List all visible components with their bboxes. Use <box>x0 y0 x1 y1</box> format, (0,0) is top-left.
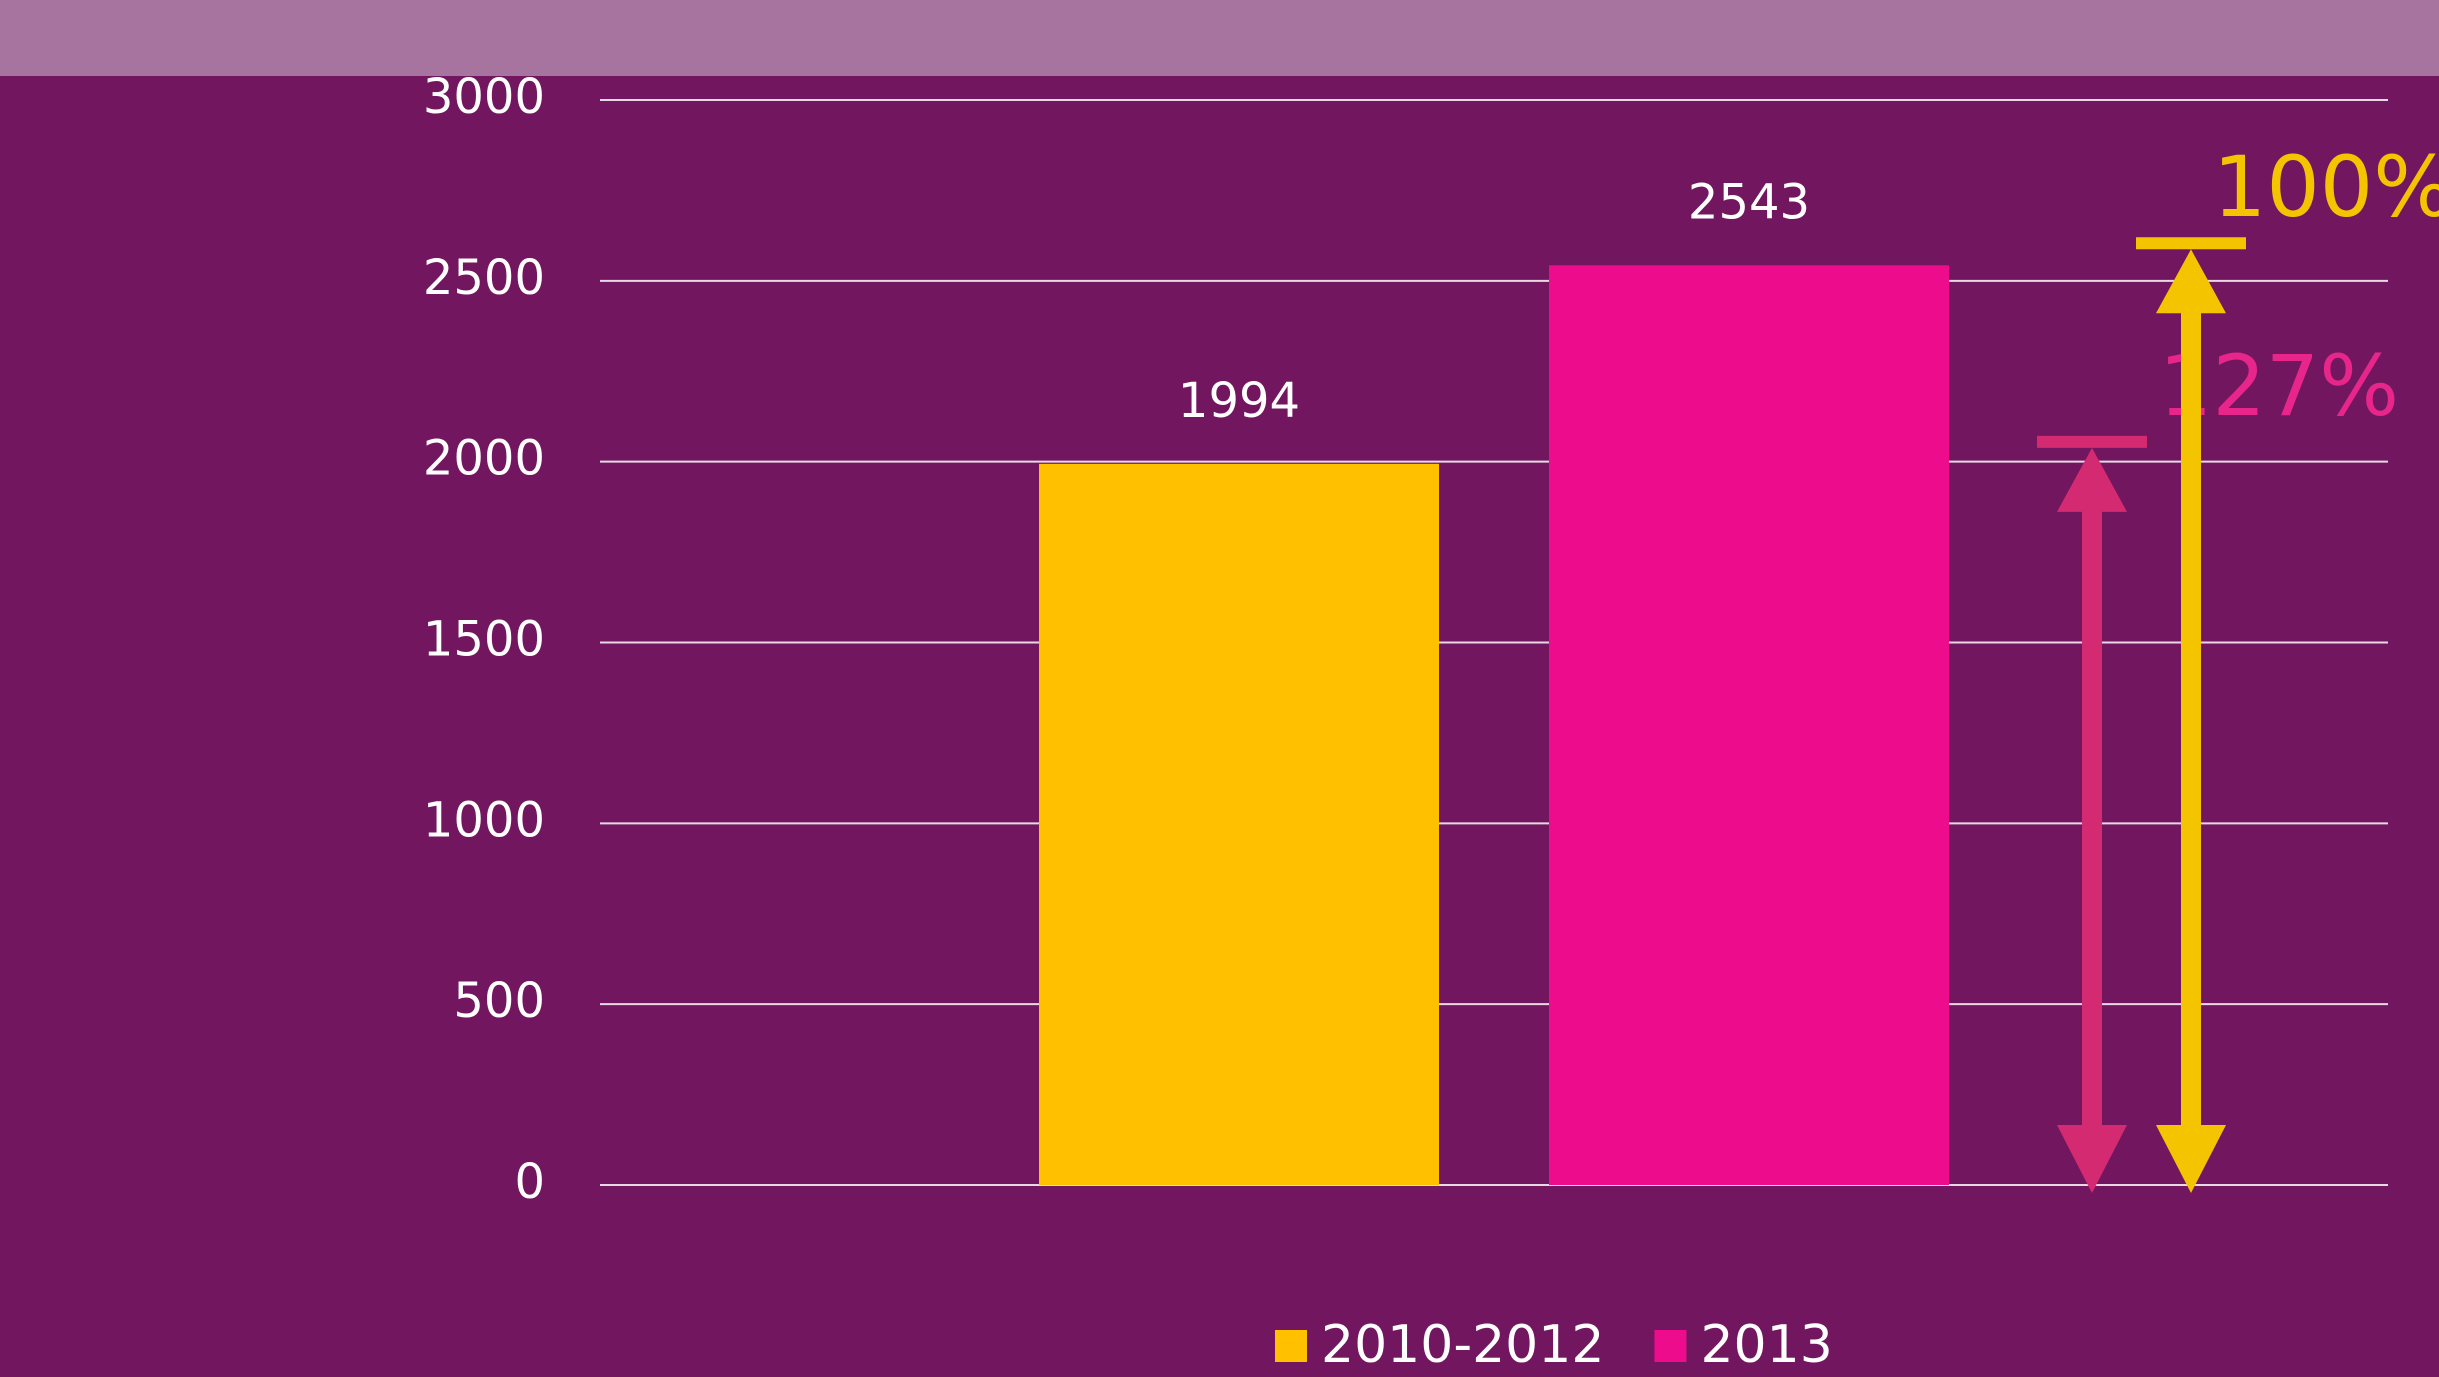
top-band <box>0 0 2439 76</box>
legend-label: 2013 <box>1700 1315 1832 1375</box>
arrow-head <box>2057 447 2127 512</box>
data-label: 2543 <box>1688 174 1810 230</box>
y-tick-label: 500 <box>453 973 545 1029</box>
legend-swatch <box>1654 1330 1687 1362</box>
y-tick-label: 2500 <box>423 250 545 306</box>
y-tick-label: 1500 <box>423 612 545 668</box>
legend-label: 2010-2012 <box>1321 1315 1604 1375</box>
y-tick-label: 1000 <box>423 792 545 848</box>
y-tick-label: 3000 <box>423 69 545 125</box>
bar <box>1549 265 1949 1185</box>
legend-swatch <box>1275 1330 1307 1362</box>
data-label: 1994 <box>1178 373 1300 429</box>
arrow-head <box>2156 1125 2226 1193</box>
annotation: 100% <box>2213 138 2439 236</box>
y-tick-label: 2000 <box>423 431 545 487</box>
y-tick-label: 0 <box>514 1154 545 1210</box>
bar <box>1039 463 1439 1185</box>
arrow-head <box>2057 1125 2127 1193</box>
arrow-head <box>2156 249 2226 314</box>
